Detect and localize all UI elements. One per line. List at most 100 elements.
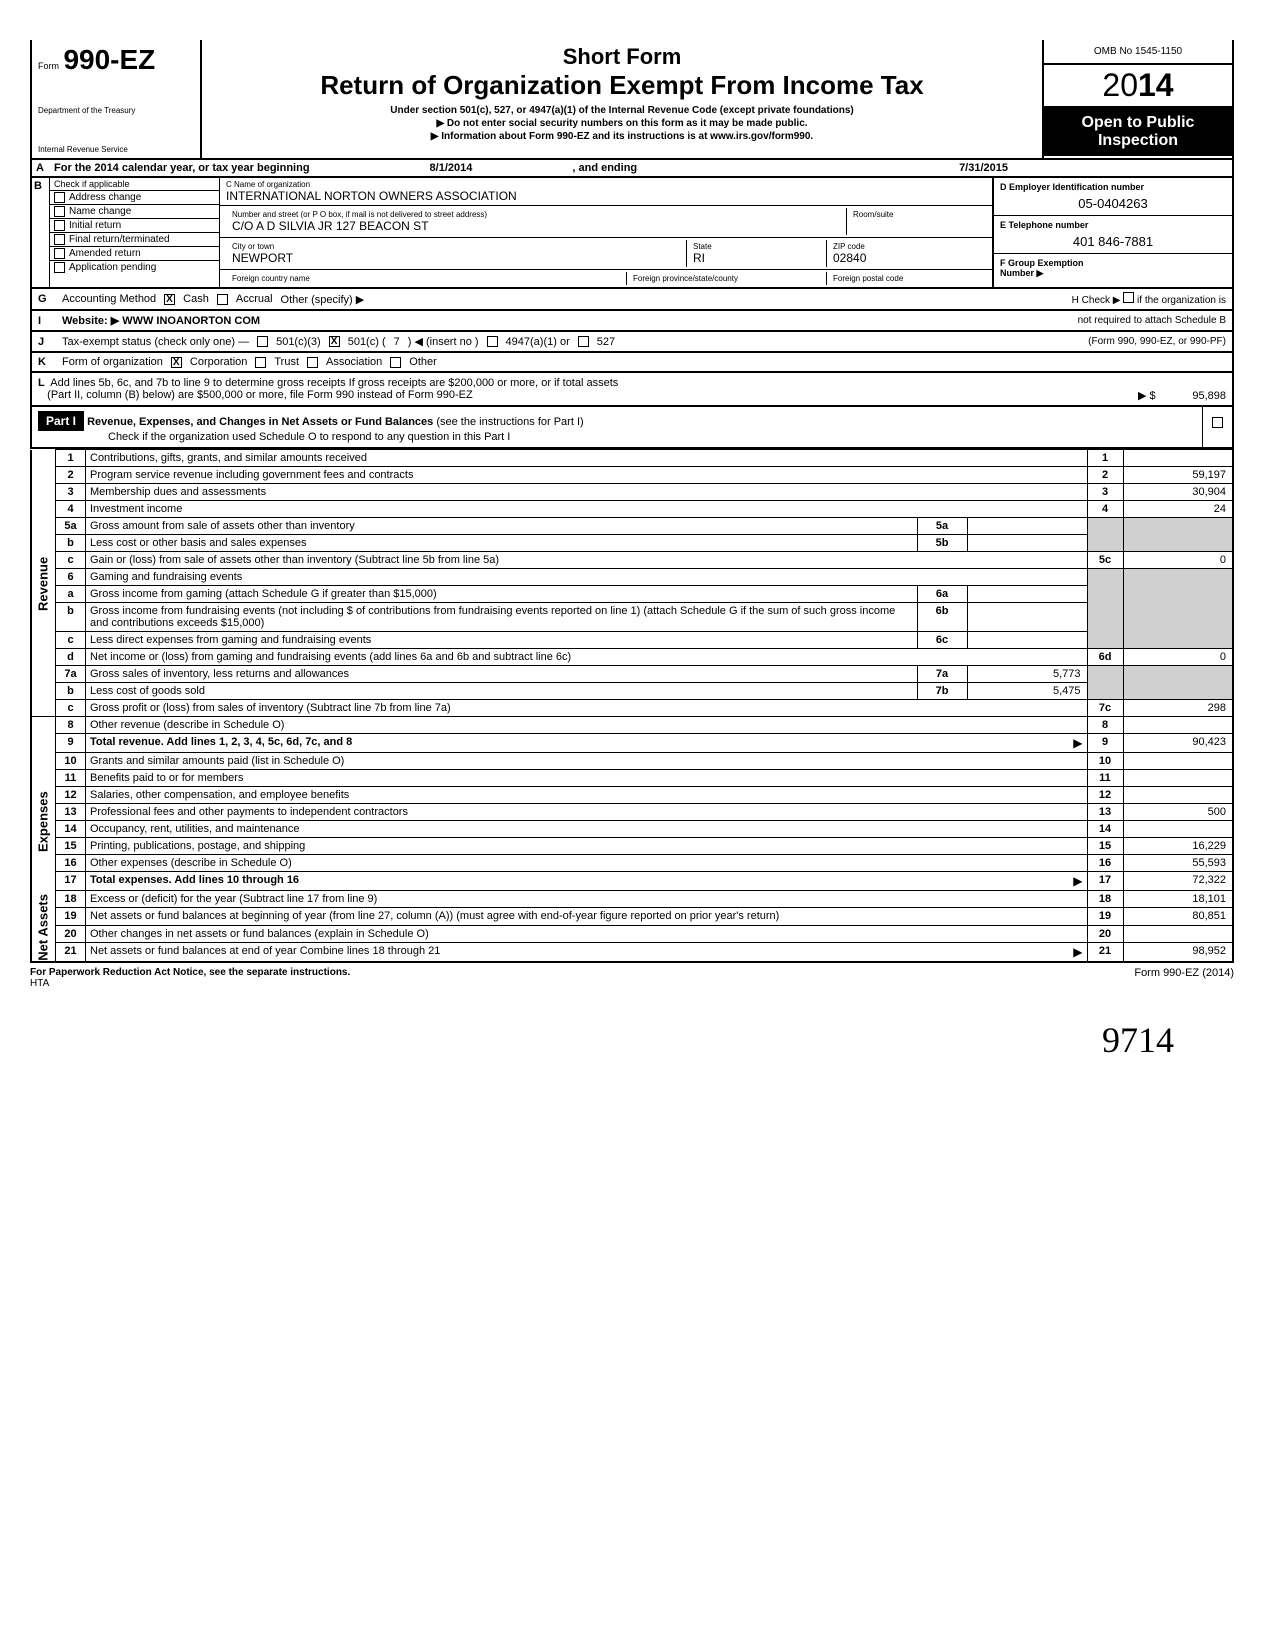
ein-value: 05-0404263	[1000, 192, 1226, 211]
line4-amt: 24	[1123, 501, 1233, 518]
line21-desc: Net assets or fund balances at end of ye…	[86, 942, 1088, 962]
check-trust[interactable]	[255, 357, 266, 368]
lines-table: Revenue 1 Contributions, gifts, grants, …	[30, 449, 1234, 963]
line11-amt	[1123, 770, 1233, 787]
group-exemption-row: F Group Exemption Number ▶	[994, 254, 1232, 283]
line21-amt: 98,952	[1123, 942, 1233, 962]
subtitle-3: ▶ Information about Form 990-EZ and its …	[214, 131, 1030, 142]
ein-row: D Employer Identification number 05-0404…	[994, 178, 1232, 216]
line5a-desc: Gross amount from sale of assets other t…	[86, 518, 918, 535]
line5b-amt	[967, 535, 1087, 552]
check-if-label: Check if applicable	[50, 178, 219, 191]
sec-a-text: For the 2014 calendar year, or tax year …	[54, 162, 310, 174]
part1-title: Part I Revenue, Expenses, and Changes in…	[32, 407, 1202, 447]
line16-amt: 55,593	[1123, 855, 1233, 872]
check-address-change[interactable]: Address change	[50, 191, 219, 205]
org-name-row: C Name of organization INTERNATIONAL NOR…	[220, 178, 992, 206]
line4-desc: Investment income	[86, 501, 1088, 518]
check-501c3[interactable]	[257, 336, 268, 347]
part1-bar: Part I	[38, 411, 84, 431]
city-row: City or town NEWPORT State RI ZIP code 0…	[220, 238, 992, 270]
line3-desc: Membership dues and assessments	[86, 484, 1088, 501]
line1-desc: Contributions, gifts, grants, and simila…	[86, 450, 1088, 467]
line6-desc: Gaming and fundraising events	[86, 569, 1088, 586]
footer-left: For Paperwork Reduction Act Notice, see …	[30, 967, 350, 989]
form-header: Form 990-EZ Department of the Treasury I…	[30, 40, 1234, 160]
check-final-return[interactable]: Final return/terminated	[50, 233, 219, 247]
line7a-amt: 5,773	[967, 666, 1087, 683]
line19-amt: 80,851	[1123, 908, 1233, 925]
open-line1: Open to Public	[1050, 114, 1226, 132]
check-4947[interactable]	[487, 336, 498, 347]
check-association[interactable]	[307, 357, 318, 368]
line6b-desc: Gross income from fundraising events (no…	[86, 603, 918, 632]
short-form-title: Short Form	[214, 44, 1030, 70]
check-name-change[interactable]: Name change	[50, 205, 219, 219]
line6d-amt: 0	[1123, 649, 1233, 666]
line6c-desc: Less direct expenses from gaming and fun…	[86, 632, 918, 649]
line3-amt: 30,904	[1123, 484, 1233, 501]
line9-amt: 90,423	[1123, 734, 1233, 753]
row-j: J Tax-exempt status (check only one) — 5…	[30, 332, 1234, 353]
phone-row: E Telephone number 401 846-7881	[994, 216, 1232, 254]
line2-amt: 59,197	[1123, 467, 1233, 484]
line1-amt	[1123, 450, 1233, 467]
line17-desc: Total expenses. Add lines 10 through 16▶	[86, 872, 1088, 891]
line5b-desc: Less cost or other basis and sales expen…	[86, 535, 918, 552]
room-suite: Room/suite	[846, 208, 986, 235]
tax-year: 2014	[1044, 65, 1232, 108]
header-left: Form 990-EZ Department of the Treasury I…	[32, 40, 202, 158]
year-suffix: 14	[1138, 67, 1174, 103]
line11-desc: Benefits paid to or for members	[86, 770, 1088, 787]
check-accrual[interactable]	[217, 294, 228, 305]
line19-desc: Net assets or fund balances at beginning…	[86, 908, 1088, 925]
check-corporation[interactable]	[171, 357, 182, 368]
dept-treasury: Department of the Treasury	[38, 106, 194, 115]
line5a-amt	[967, 518, 1087, 535]
check-501c[interactable]	[329, 336, 340, 347]
check-initial-return[interactable]: Initial return	[50, 219, 219, 233]
line8-amt	[1123, 717, 1233, 734]
line20-amt	[1123, 925, 1233, 942]
line12-desc: Salaries, other compensation, and employ…	[86, 787, 1088, 804]
part1-checkbox[interactable]	[1202, 407, 1232, 447]
open-line2: Inspection	[1050, 132, 1226, 150]
line13-amt: 500	[1123, 804, 1233, 821]
line18-desc: Excess or (deficit) for the year (Subtra…	[86, 891, 1088, 908]
website: Website: ▶ WWW INOANORTON COM	[62, 314, 260, 327]
right-info-col: D Employer Identification number 05-0404…	[992, 178, 1232, 287]
line20-desc: Other changes in net assets or fund bala…	[86, 925, 1088, 942]
org-info-col: C Name of organization INTERNATIONAL NOR…	[220, 178, 992, 287]
side-revenue: Revenue	[31, 450, 56, 717]
label-i: I	[38, 315, 54, 327]
line14-amt	[1123, 821, 1233, 838]
section-a: A For the 2014 calendar year, or tax yea…	[30, 160, 1234, 178]
label-j: J	[38, 336, 54, 348]
part1-header: Part I Revenue, Expenses, and Changes in…	[30, 407, 1234, 449]
dept-irs: Internal Revenue Service	[38, 145, 194, 154]
handwritten-note: 9714	[30, 989, 1234, 1061]
line6d-desc: Net income or (loss) from gaming and fun…	[86, 649, 1088, 666]
row-g: G Accounting Method Cash Accrual Other (…	[30, 289, 1234, 311]
side-expenses: Expenses	[31, 753, 56, 891]
open-public: Open to Public Inspection	[1044, 108, 1232, 156]
line15-amt: 16,229	[1123, 838, 1233, 855]
check-other-org[interactable]	[390, 357, 401, 368]
check-527[interactable]	[578, 336, 589, 347]
subtitle-1: Under section 501(c), 527, or 4947(a)(1)…	[214, 105, 1030, 116]
city-value: NEWPORT	[232, 251, 680, 265]
check-amended[interactable]: Amended return	[50, 247, 219, 261]
footer: For Paperwork Reduction Act Notice, see …	[30, 963, 1234, 989]
check-cash[interactable]	[164, 294, 175, 305]
line7a-desc: Gross sales of inventory, less returns a…	[86, 666, 918, 683]
line5c-desc: Gain or (loss) from sale of assets other…	[86, 552, 1088, 569]
form-number: 990-EZ	[63, 44, 155, 75]
check-app-pending[interactable]: Application pending	[50, 261, 219, 274]
state-cell: State RI	[686, 240, 826, 267]
phone-value: 401 846-7881	[1000, 230, 1226, 249]
return-title: Return of Organization Exempt From Incom…	[214, 70, 1030, 101]
address-value: C/O A D SILVIA JR 127 BEACON ST	[232, 219, 840, 233]
line7b-amt: 5,475	[967, 683, 1087, 700]
address-label: Number and street (or P O box, if mail i…	[232, 210, 840, 219]
org-name: INTERNATIONAL NORTON OWNERS ASSOCIATION	[226, 189, 986, 203]
